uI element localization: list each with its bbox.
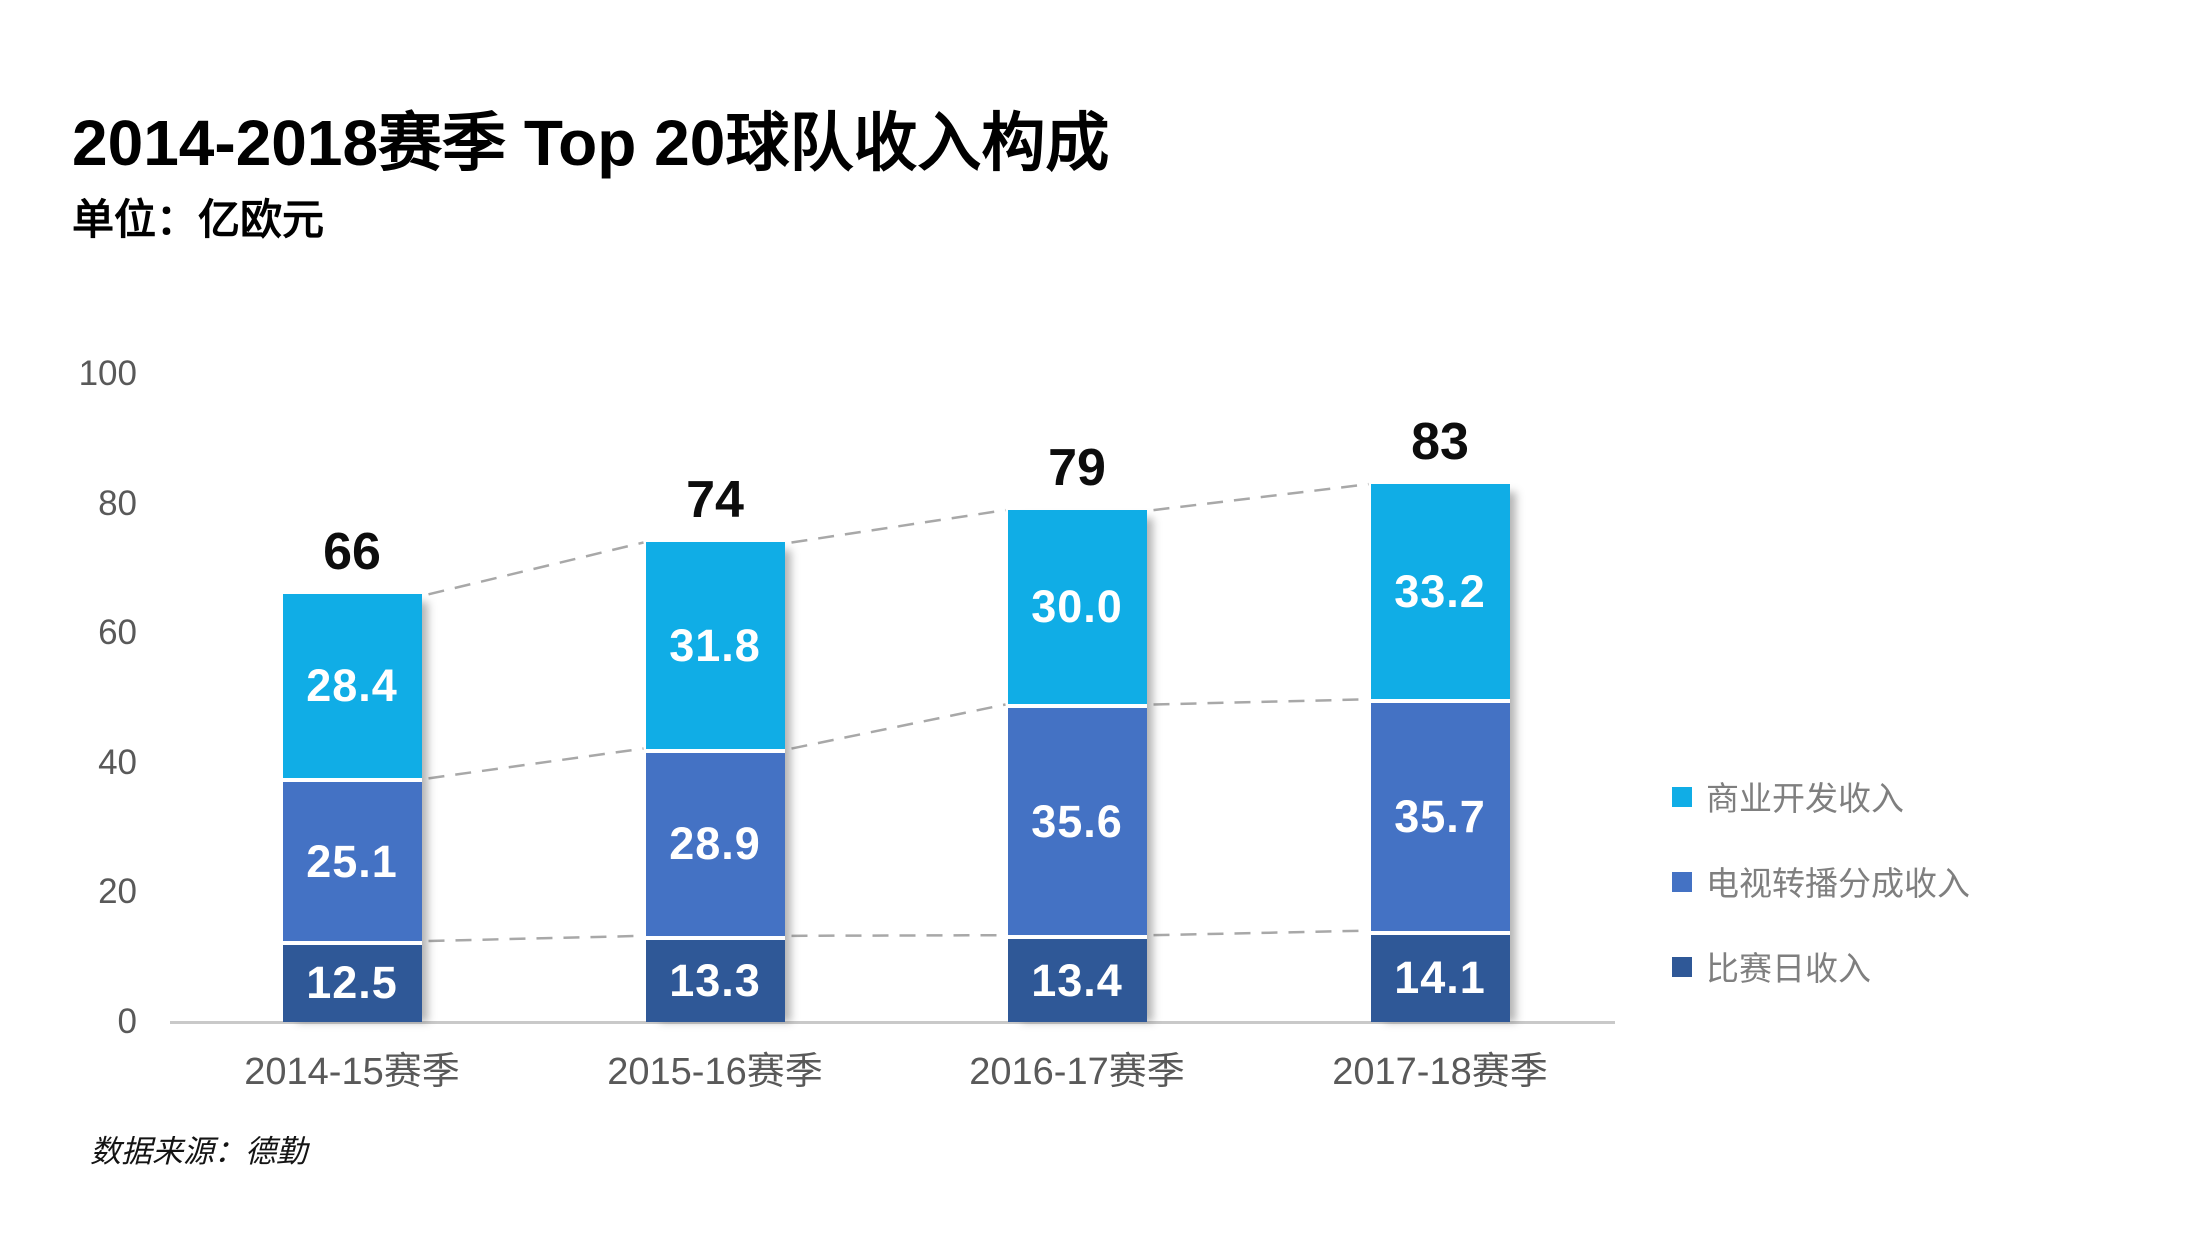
segment-value-label: 28.4: [306, 660, 398, 712]
segment-value-label: 28.9: [669, 818, 761, 870]
bar-total-label: 66: [323, 523, 381, 582]
legend-swatch: [1672, 957, 1692, 977]
legend-swatch: [1672, 872, 1692, 892]
segment-value-label: 35.7: [1394, 790, 1486, 842]
bar-column: 30.0 35.6 13.4: [1007, 510, 1147, 1022]
chart-unit-subtitle: 单位：亿欧元: [72, 196, 325, 243]
segment-value-label: 30.0: [1031, 581, 1123, 633]
segment-value-label: 35.6: [1031, 795, 1123, 847]
legend-item: 电视转播分成收入: [1672, 855, 1970, 907]
bar-total-label: 74: [686, 471, 744, 530]
segment-value-label: 31.8: [669, 619, 761, 671]
segment-value-label: 33.2: [1394, 565, 1486, 617]
bar-segment: 13.4: [1007, 935, 1147, 1022]
legend-label: 比赛日收入: [1706, 950, 1871, 987]
legend-item: 商业开发收入: [1672, 770, 1970, 822]
bar-segment: 33.2: [1370, 484, 1510, 700]
bar-total-label: 79: [1048, 439, 1106, 498]
bar-segment: 31.8: [645, 542, 785, 749]
bar-column: 31.8 28.9 13.3: [645, 542, 785, 1022]
bar-column: 28.4 25.1 12.5: [282, 594, 422, 1022]
legend-item: 比赛日收入: [1672, 940, 1970, 992]
segment-value-label: 25.1: [306, 835, 398, 887]
y-axis-tick-label: 0: [117, 1002, 137, 1041]
x-axis-label: 2017-18赛季: [1332, 1051, 1548, 1093]
bar-segment: 28.4: [282, 594, 422, 779]
bar-segment: 13.3: [645, 935, 785, 1022]
segment-value-label: 13.3: [669, 954, 761, 1006]
bar-total-label: 83: [1411, 413, 1469, 472]
y-axis-tick-label: 80: [98, 483, 137, 523]
bar-segment: 14.1: [1370, 930, 1510, 1022]
segment-value-label: 12.5: [306, 957, 398, 1009]
bar-segment: 35.7: [1370, 699, 1510, 931]
legend-swatch: [1672, 787, 1692, 807]
bar-segment: 30.0: [1007, 510, 1147, 705]
source-note: 数据来源：德勤: [90, 1134, 307, 1169]
segment-value-label: 14.1: [1394, 952, 1486, 1004]
y-axis-tick-label: 100: [78, 354, 137, 393]
bar-segment: 35.6: [1007, 704, 1147, 936]
legend-label: 商业开发收入: [1706, 780, 1904, 817]
x-axis-label: 2016-17赛季: [969, 1051, 1185, 1093]
bar-segment: 12.5: [282, 940, 422, 1022]
legend: 商业开发收入电视转播分成收入 比赛日收入: [1672, 770, 1970, 1025]
axis-baseline: [170, 1021, 1615, 1024]
x-axis-label: 2015-16赛季: [607, 1051, 823, 1093]
bar-column: 33.2 35.7 14.1: [1370, 484, 1510, 1022]
bar-segment: 28.9: [645, 748, 785, 936]
chart-title: 2014-2018赛季 Top 20球队收入构成: [72, 107, 1110, 179]
x-axis-label: 2014-15赛季: [244, 1051, 460, 1093]
legend-label: 电视转播分成收入: [1706, 865, 1970, 902]
y-axis-tick-label: 40: [98, 742, 137, 782]
y-axis-tick-label: 20: [98, 872, 137, 912]
y-axis-tick-label: 60: [98, 613, 137, 653]
segment-value-label: 13.4: [1031, 954, 1123, 1006]
bar-segment: 25.1: [282, 778, 422, 941]
